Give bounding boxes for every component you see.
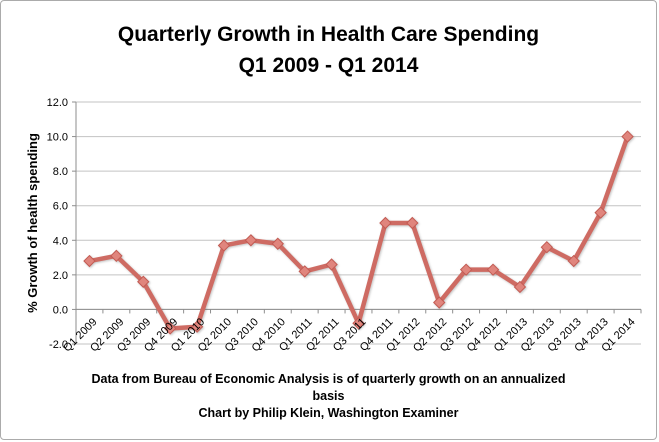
series-line bbox=[87, 134, 630, 331]
source-note-line1: Data from Bureau of Economic Analysis is… bbox=[91, 372, 566, 386]
y-tick-label: 8.0 bbox=[53, 166, 68, 178]
data-point-marker bbox=[83, 254, 96, 268]
data-point-marker bbox=[163, 322, 177, 335]
data-point-marker bbox=[379, 216, 392, 230]
chart-footnotes: Data from Bureau of Economic Analysis is… bbox=[1, 371, 656, 422]
source-note: Data from Bureau of Economic Analysis is… bbox=[1, 371, 656, 405]
data-point-marker bbox=[459, 263, 473, 276]
chart-title-line2: Q1 2009 - Q1 2014 bbox=[238, 54, 419, 77]
data-point-marker bbox=[621, 130, 634, 143]
y-tick-label: -2.0 bbox=[49, 339, 68, 351]
y-tick-label: 0.0 bbox=[53, 304, 68, 316]
y-tick-label: 10.0 bbox=[47, 132, 68, 144]
source-note-line2: basis bbox=[312, 389, 345, 403]
data-point-marker bbox=[594, 206, 607, 219]
y-tick-label: 6.0 bbox=[53, 201, 68, 213]
data-point-marker bbox=[406, 216, 419, 230]
data-point-marker bbox=[298, 265, 311, 278]
y-tick-label: 12.0 bbox=[47, 97, 68, 109]
data-point-marker bbox=[567, 254, 580, 268]
data-point-marker bbox=[433, 296, 446, 309]
data-point-marker bbox=[217, 239, 231, 252]
data-point-marker bbox=[137, 275, 150, 288]
data-point-marker bbox=[110, 249, 123, 263]
chart-title: Quarterly Growth in Health Care Spending… bbox=[1, 19, 656, 81]
data-point-marker bbox=[352, 317, 365, 330]
y-axis-title: % Growth of health spending bbox=[25, 133, 40, 313]
data-point-marker bbox=[325, 258, 338, 271]
data-point-marker bbox=[540, 240, 554, 254]
data-point-marker bbox=[244, 234, 258, 247]
y-tick-label: 4.0 bbox=[53, 235, 68, 247]
data-point-marker bbox=[486, 263, 500, 276]
data-point-marker bbox=[513, 280, 527, 294]
credit-note: Chart by Philip Klein, Washington Examin… bbox=[198, 406, 459, 420]
chart-title-line1: Quarterly Growth in Health Care Spending bbox=[117, 23, 540, 46]
y-tick-label: 2.0 bbox=[53, 270, 68, 282]
data-point-marker bbox=[190, 320, 204, 333]
data-point-marker bbox=[271, 237, 284, 250]
series-health-spending-growth bbox=[83, 130, 634, 335]
